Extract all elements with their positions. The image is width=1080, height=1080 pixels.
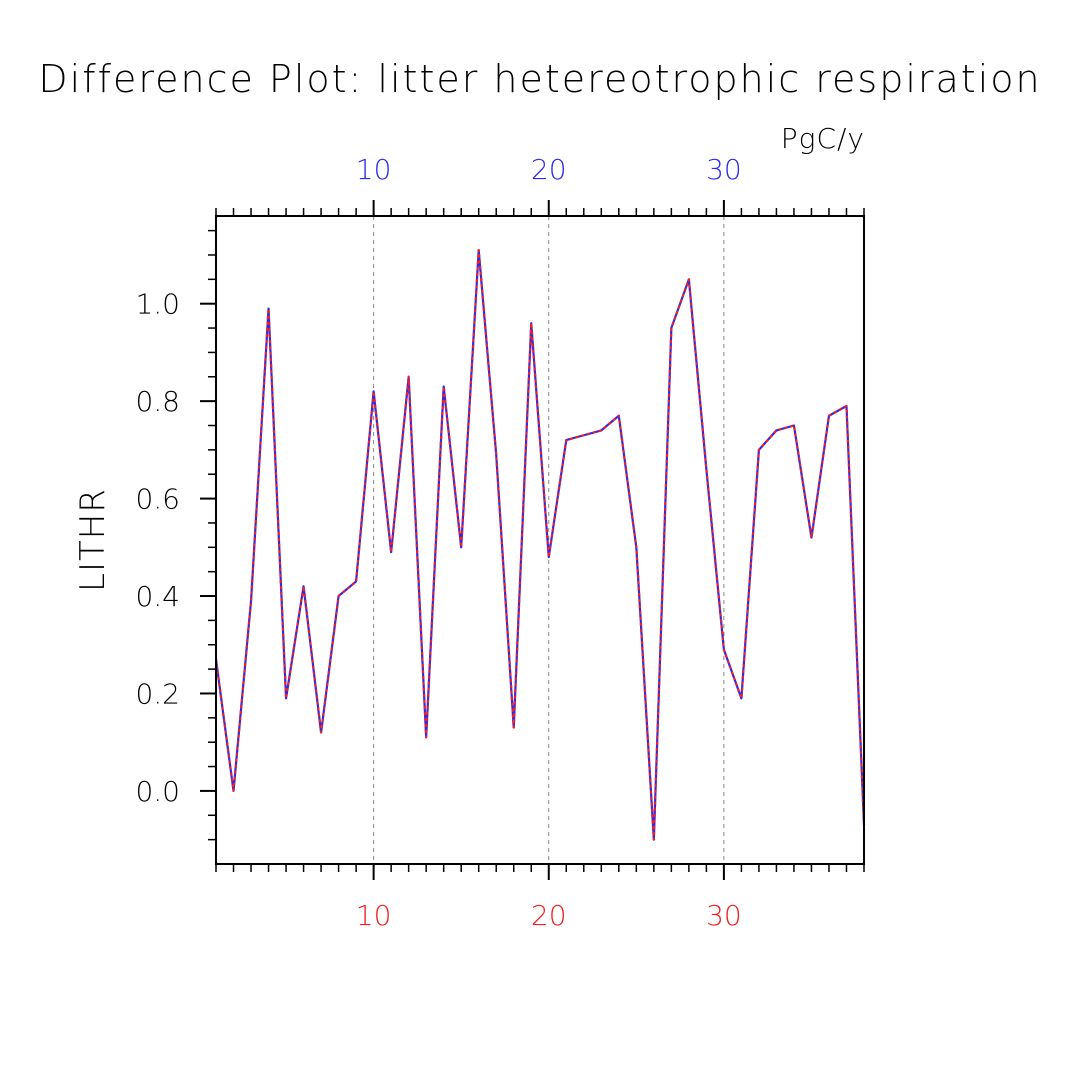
plot-frame bbox=[215, 215, 865, 865]
x-tick-label-bottom-20: 20 bbox=[531, 899, 567, 932]
y-tick-label: 0.6 bbox=[135, 483, 180, 516]
x-tick-label-top-10: 10 bbox=[356, 153, 392, 186]
series-line-2 bbox=[214, 249, 866, 841]
axis-ticks bbox=[200, 200, 865, 880]
series-line-1 bbox=[214, 249, 866, 841]
tick-labels: 10 10 20 20 30 30 0.0 0.2 0.4 0.6 0.8 1.0 bbox=[135, 153, 741, 932]
chart-title: Difference Plot: litter hetereotrophic r… bbox=[38, 57, 1041, 101]
units-label: PgC/y bbox=[781, 122, 865, 155]
y-tick-label: 0.0 bbox=[135, 775, 180, 808]
x-tick-label-bottom-10: 10 bbox=[356, 899, 392, 932]
y-tick-label: 1.0 bbox=[135, 288, 180, 321]
y-tick-label: 0.4 bbox=[135, 580, 180, 613]
x-tick-label-bottom-30: 30 bbox=[706, 899, 742, 932]
x-tick-label-top-30: 30 bbox=[706, 153, 742, 186]
x-tick-label-top-20: 20 bbox=[531, 153, 567, 186]
y-axis-label: LITHR bbox=[73, 488, 113, 592]
y-tick-label: 0.8 bbox=[135, 385, 180, 418]
grid-lines bbox=[373, 216, 725, 864]
y-tick-label: 0.2 bbox=[135, 677, 180, 710]
series-lines bbox=[214, 249, 866, 841]
